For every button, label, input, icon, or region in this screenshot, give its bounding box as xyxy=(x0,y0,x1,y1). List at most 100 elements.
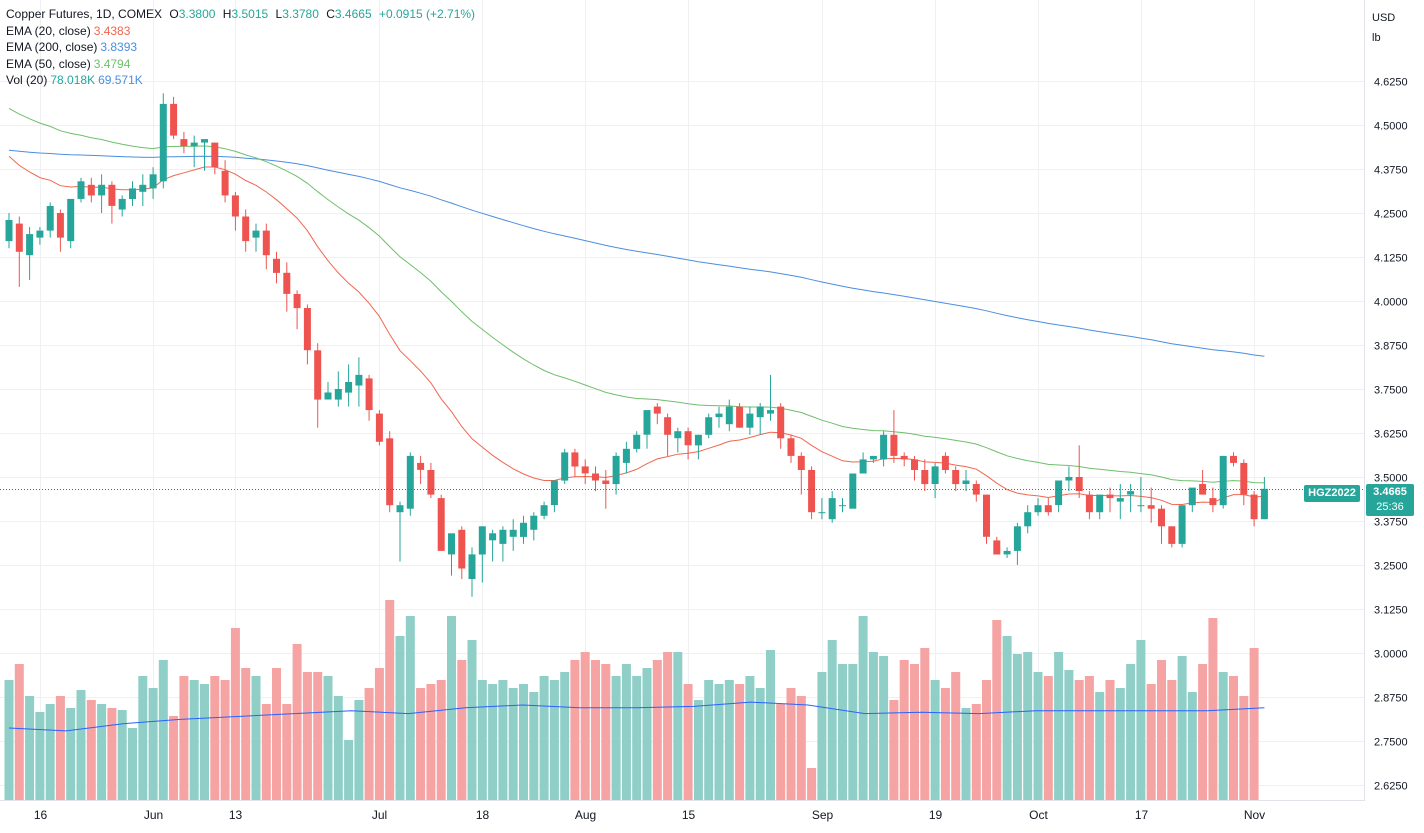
price-tick-label: 4.5000 xyxy=(1374,121,1408,133)
close-value: C3.4665 xyxy=(326,7,372,21)
unit-label: lb xyxy=(1372,32,1381,44)
candle xyxy=(1024,505,1032,534)
candle xyxy=(972,480,980,502)
candle-body xyxy=(273,258,280,273)
volume-bar xyxy=(683,684,693,800)
price-tick-label: 3.8750 xyxy=(1374,341,1408,353)
candle xyxy=(303,304,311,365)
time-axis[interactable]: 16 Jun 13 Jul 18 Aug 15 Sep 19 Oct 17 Nov xyxy=(34,808,1265,822)
volume-bar xyxy=(282,704,292,800)
candle xyxy=(1127,484,1135,513)
volume-bar xyxy=(364,688,374,800)
volume-bar xyxy=(14,664,24,800)
candle xyxy=(118,195,126,217)
candle xyxy=(1199,470,1207,495)
candle-body xyxy=(777,406,785,439)
candle xyxy=(242,209,250,252)
volume-bar xyxy=(693,700,703,800)
candle-body xyxy=(468,554,476,579)
price-tick-label: 4.6250 xyxy=(1374,77,1408,89)
ema20-legend-row[interactable]: EMA (20, close) 3.4383 xyxy=(6,23,479,40)
candle xyxy=(1188,487,1196,513)
volume-bar xyxy=(210,676,220,800)
candle-body xyxy=(911,459,918,470)
volume-bar xyxy=(714,684,724,800)
volume-bar xyxy=(138,676,148,800)
price-tick-label: 3.0000 xyxy=(1374,649,1408,661)
volume-legend-row[interactable]: Vol (20) 78.018K 69.571K xyxy=(6,72,479,89)
volume-bar xyxy=(632,676,642,800)
candle xyxy=(1085,491,1093,520)
symbol-title[interactable]: Copper Futures, 1D, COMEX xyxy=(6,7,163,21)
volume-bar xyxy=(1054,652,1064,800)
volume-bar xyxy=(179,676,189,800)
volume-bar xyxy=(416,688,426,800)
candle xyxy=(952,466,960,492)
candle-body xyxy=(839,505,846,507)
candle xyxy=(550,480,558,513)
candle-body xyxy=(828,498,836,520)
candle xyxy=(1158,505,1165,544)
volume-ma-value: 69.571K xyxy=(98,73,143,88)
candle-body xyxy=(149,174,157,189)
volume-bar xyxy=(354,700,364,800)
candle-body xyxy=(1188,487,1196,506)
candle xyxy=(612,452,620,495)
candle xyxy=(941,452,949,474)
price-axis[interactable]: 4.6250 4.5000 4.3750 4.2500 4.1250 4.0000 3.87… xyxy=(1374,77,1408,793)
candle-body xyxy=(201,139,208,143)
volume-bar xyxy=(704,680,714,800)
candle xyxy=(1034,498,1042,516)
ema200-line xyxy=(8,149,1265,357)
candle-body xyxy=(612,455,620,485)
volume-bar xyxy=(940,688,950,800)
price-tick-label: 3.7500 xyxy=(1374,385,1408,397)
ema50-legend-row[interactable]: EMA (50, close) 3.4794 xyxy=(6,56,479,73)
price-tick-label: 4.3750 xyxy=(1374,165,1408,177)
volume-bar xyxy=(169,716,179,800)
candle xyxy=(808,466,816,520)
volume-bar xyxy=(724,680,734,800)
time-tick-label: Jun xyxy=(144,808,163,822)
volume-bar xyxy=(663,652,673,800)
candle-body xyxy=(303,308,311,351)
volume-bar xyxy=(344,740,354,800)
volume-bar xyxy=(374,668,384,800)
candle-body xyxy=(931,466,939,484)
volume-bar xyxy=(1012,654,1022,800)
candle xyxy=(1075,445,1083,499)
candle xyxy=(355,357,363,407)
last-price-tag: 3.4665 25:36 xyxy=(1366,484,1414,516)
candle-body xyxy=(694,434,702,446)
volume-bar xyxy=(601,664,611,800)
candle xyxy=(931,462,939,499)
volume-bar xyxy=(55,696,65,800)
volume-bar xyxy=(1157,660,1166,800)
candle xyxy=(633,431,641,453)
candle-body xyxy=(622,448,630,463)
candle-body xyxy=(530,515,538,530)
volume-bar xyxy=(251,676,261,800)
candle xyxy=(458,526,466,580)
volume-bar xyxy=(930,680,940,800)
candle xyxy=(859,452,867,474)
candle xyxy=(262,223,270,270)
volume-bar xyxy=(982,680,991,800)
volume-bar xyxy=(1115,688,1125,800)
volume-bar xyxy=(971,704,981,800)
candle xyxy=(1096,494,1104,520)
candle-body xyxy=(736,406,744,428)
price-tick-label: 3.3750 xyxy=(1374,517,1408,529)
candle xyxy=(108,181,116,224)
ema200-legend-row[interactable]: EMA (200, close) 3.8393 xyxy=(6,39,479,56)
candle xyxy=(406,452,414,516)
candle-body xyxy=(345,382,353,393)
candle-body xyxy=(818,512,826,514)
candle xyxy=(77,177,85,203)
candle-body xyxy=(1199,484,1207,495)
candle xyxy=(705,413,713,439)
candle-body xyxy=(87,184,95,196)
volume-bar xyxy=(302,672,312,800)
candle-body xyxy=(643,410,651,435)
